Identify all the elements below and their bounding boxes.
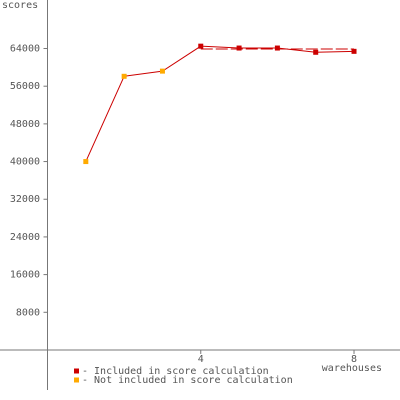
y-tick-label: 56000: [10, 81, 40, 92]
data-point: [351, 48, 357, 54]
data-point: [121, 73, 127, 79]
y-axis-label: scores: [2, 0, 38, 11]
x-tick-label: 4: [198, 354, 204, 365]
legend-label: - Included in score calculation: [82, 366, 269, 377]
y-tick-label: 16000: [10, 270, 40, 281]
data-point: [83, 159, 89, 165]
data-point: [198, 43, 204, 49]
data-point: [274, 45, 280, 51]
y-tick-label: 8000: [16, 307, 40, 318]
legend-label: - Not included in score calculation: [82, 375, 293, 386]
legend-swatch: [74, 368, 79, 374]
y-tick-label: 48000: [10, 119, 40, 130]
data-point: [159, 68, 165, 74]
y-tick-label: 64000: [10, 44, 40, 55]
data-point: [236, 45, 242, 51]
legend-swatch: [74, 377, 79, 383]
x-axis-label: warehouses: [322, 363, 382, 374]
y-tick-label: 24000: [10, 232, 40, 243]
y-tick-label: 32000: [10, 194, 40, 205]
y-tick-label: 40000: [10, 157, 40, 168]
x-tick-label: 8: [351, 354, 357, 365]
data-line: [85, 45, 355, 162]
data-point: [313, 49, 319, 55]
